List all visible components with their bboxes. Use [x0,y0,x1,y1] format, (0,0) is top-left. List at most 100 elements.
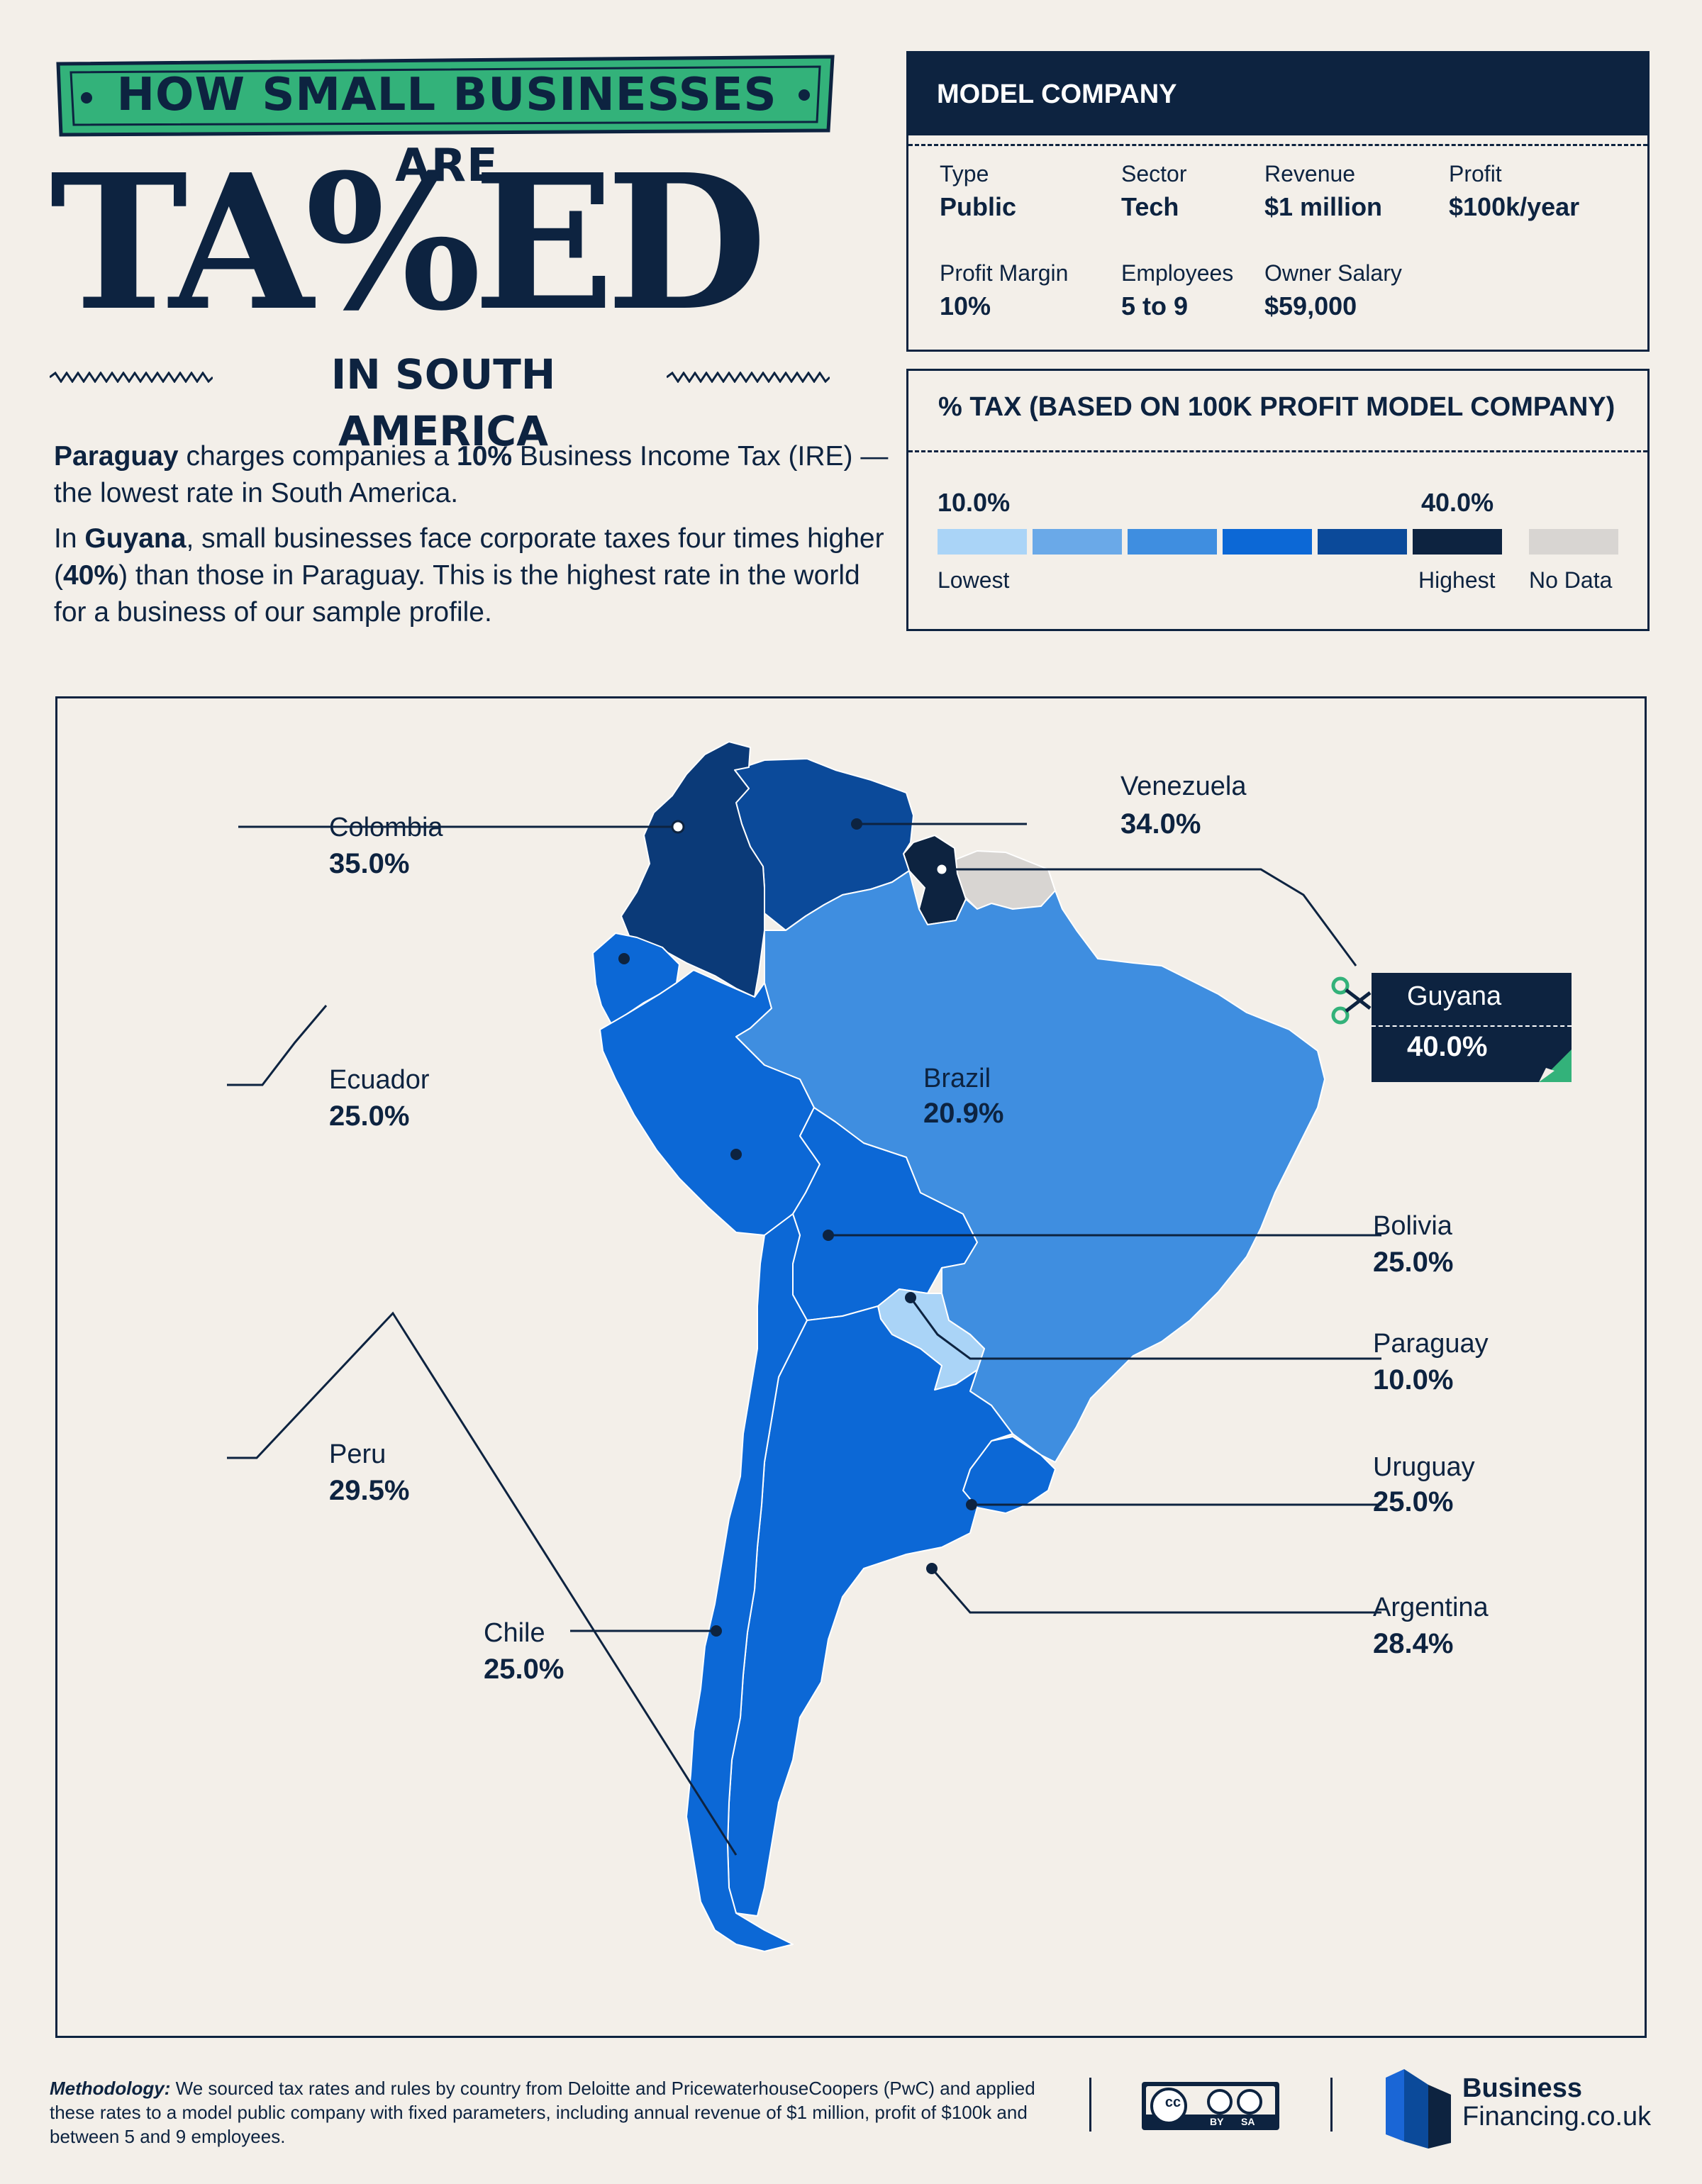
country-brazil [735,870,1325,1463]
label-paraguay-rate: 10.0% [1373,1364,1454,1395]
field-label-profit-margin: Profit Margin [940,260,1069,286]
label-colombia-rate: 35.0% [329,848,410,879]
page-title: TA%ED [50,133,767,352]
marker-paraguay [905,1292,916,1303]
label-bolivia-rate: 25.0% [1373,1247,1454,1278]
legend-swatch [1033,529,1122,555]
legend-nodata-label: No Data [1529,567,1613,593]
cc-sa-text: SA [1241,2116,1255,2127]
country-suriname-french-guiana [955,850,1056,910]
field-label-type: Type [940,161,989,186]
brand-name-line2: Financing.co.uk [1462,2102,1652,2132]
map-frame [55,696,1647,2038]
legend-low-label: Lowest [938,567,1010,593]
label-uruguay-name: Uruguay [1373,1452,1475,1482]
field-label-owner-salary: Owner Salary [1264,260,1402,286]
leader-paraguay [909,1297,1381,1360]
legend-low-value: 10.0% [938,488,1011,517]
field-value-profit: $100k/year [1449,192,1580,221]
label-ecuador-rate: 25.0% [329,1101,410,1132]
field-value-type: Public [940,192,1017,221]
field-label-sector: Sector [1121,161,1187,186]
marker-argentina [926,1563,938,1574]
label-venezuela-name: Venezuela [1120,771,1247,801]
marker-venezuela [851,818,862,830]
intro-text: In [54,523,85,554]
label-colombia-name: Colombia [329,813,443,842]
methodology-text: We sourced tax rates and rules by countr… [50,2078,1035,2147]
intro-text: ) than those in Paraguay. This is the hi… [54,560,860,628]
legend-swatch [1223,529,1312,555]
marker-peru [730,1149,742,1160]
field-value-sector: Tech [1121,192,1179,221]
intro-text: , small businesses face corporate taxes … [54,523,884,591]
label-paraguay-name: Paraguay [1373,1329,1489,1359]
marker-uruguay [966,1499,977,1510]
label-brazil-name: Brazil [923,1064,991,1093]
zigzag-ornament-right [667,372,830,383]
footer-divider [1089,2078,1091,2132]
leader-peru [227,1311,738,1856]
cc-icon [1146,2086,1275,2126]
intro-paraguay: Paraguay charges companies a 10% Busines… [54,438,891,512]
cc-letters: cc [1164,2095,1181,2110]
banner-text: HOW SMALL BUSINESSES ARE [116,69,777,192]
marker-colombia [671,820,685,834]
legend-panel: % TAX (BASED ON 100K PROFIT MODEL COMPAN… [906,369,1650,631]
cc-license-badge: cc BY SA [1142,2082,1279,2130]
zigzag-ornament-left [50,372,213,383]
legend-swatch-nodata [1529,529,1618,555]
intro-highlight-rate: 40% [63,560,119,591]
footer-divider [1330,2078,1333,2132]
label-peru-name: Peru [329,1439,386,1469]
field-label-revenue: Revenue [1264,161,1356,186]
marker-bolivia [823,1230,834,1241]
business-financing-logo-icon [1386,2069,1451,2149]
guyana-callout-card: Guyana 40.0% [1372,973,1572,1082]
page-curl-icon [1539,1049,1572,1082]
marker-ecuador [618,953,630,964]
south-america-map [227,741,1381,1952]
intro-highlight-guyana: Guyana [84,523,187,554]
intro-highlight-paraguay: Paraguay [54,441,179,472]
marker-chile [711,1625,722,1637]
legend-high-label: Highest [1418,567,1496,593]
leader-argentina [930,1568,1381,1614]
legend-swatch [1413,529,1502,555]
field-value-revenue: $1 million [1264,192,1383,221]
label-argentina-rate: 28.4% [1373,1628,1454,1659]
subtitle-row: IN SOUTH AMERICA [50,346,837,455]
legend-swatch [1318,529,1407,555]
field-label-profit: Profit [1449,161,1502,186]
intro-text: charges companies a [178,441,457,472]
legend-high-value: 40.0% [1421,488,1494,517]
intro-guyana: In Guyana, small businesses face corpora… [54,520,891,631]
label-ecuador-name: Ecuador [329,1065,430,1095]
label-argentina-name: Argentina [1373,1593,1489,1622]
intro-highlight-rate: 10% [457,441,513,472]
label-brazil-rate: 20.9% [923,1098,1004,1129]
field-label-employees: Employees [1121,260,1234,286]
label-chile-rate: 25.0% [484,1654,564,1685]
brand-name-line1: Business [1462,2073,1582,2103]
methodology-note: Methodology: We sourced tax rates and ru… [50,2076,1071,2149]
title-banner [56,55,835,137]
intro-text: Business Income Tax (IRE) — the lowest r… [54,441,889,508]
cc-by-text: BY [1210,2116,1224,2127]
legend-swatch [938,529,1027,555]
scissors-icon [1331,976,1372,1025]
label-chile-name: Chile [484,1618,545,1648]
field-value-profit-margin: 10% [940,291,991,321]
country-chile [686,1213,808,1952]
legend-heading: % TAX (BASED ON 100K PROFIT MODEL COMPAN… [938,392,1615,422]
model-company-heading: MODEL COMPANY [908,53,1647,135]
label-guyana-name: Guyana [1407,981,1502,1011]
label-venezuela-rate: 34.0% [1120,808,1201,840]
methodology-label: Methodology: [50,2078,171,2099]
label-guyana-rate: 40.0% [1407,1031,1488,1062]
field-value-owner-salary: $59,000 [1264,291,1357,321]
marker-guyana [935,862,949,876]
leader-ecuador [227,1005,328,1086]
label-uruguay-rate: 25.0% [1373,1486,1454,1517]
label-bolivia-name: Bolivia [1373,1211,1452,1241]
